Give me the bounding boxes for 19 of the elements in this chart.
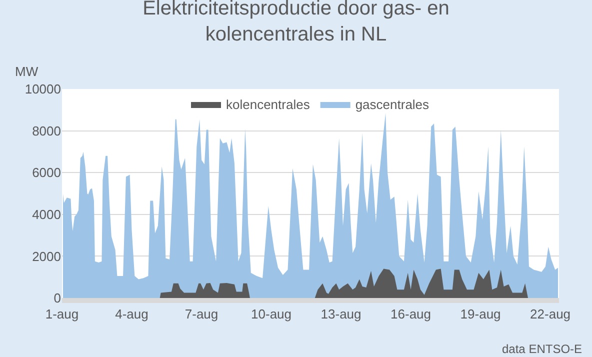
y-tick-label: 2000 [32, 248, 61, 264]
y-tick-label: 10000 [24, 82, 61, 97]
x-tick-label: 1-aug [45, 306, 79, 322]
text: data ENTSO-E [502, 342, 582, 356]
x-tick-label: 7-aug [184, 306, 218, 322]
x-tick-label: 10-aug [251, 306, 292, 322]
y-tick-label: 6000 [32, 165, 61, 180]
legend-label: gascentrales [355, 97, 430, 112]
y-axis-title: MW [15, 64, 39, 79]
chart-title: Elektriciteitsproductie door gas- en kolencentrales in NL [142, 0, 450, 46]
x-tick-label: 22-aug [530, 306, 571, 322]
x-tick-label: 13-aug [320, 306, 362, 322]
x-tick-label: 19-aug [460, 306, 501, 322]
legend-label: kolencentrales [226, 97, 310, 112]
y-tick-label: 8000 [32, 123, 61, 138]
x-tick-label: 4-aug [115, 306, 148, 322]
y-tick-label: 4000 [32, 206, 61, 222]
y-tick-label: 0 [54, 290, 61, 306]
x-tick-label: 16-aug [390, 306, 432, 322]
